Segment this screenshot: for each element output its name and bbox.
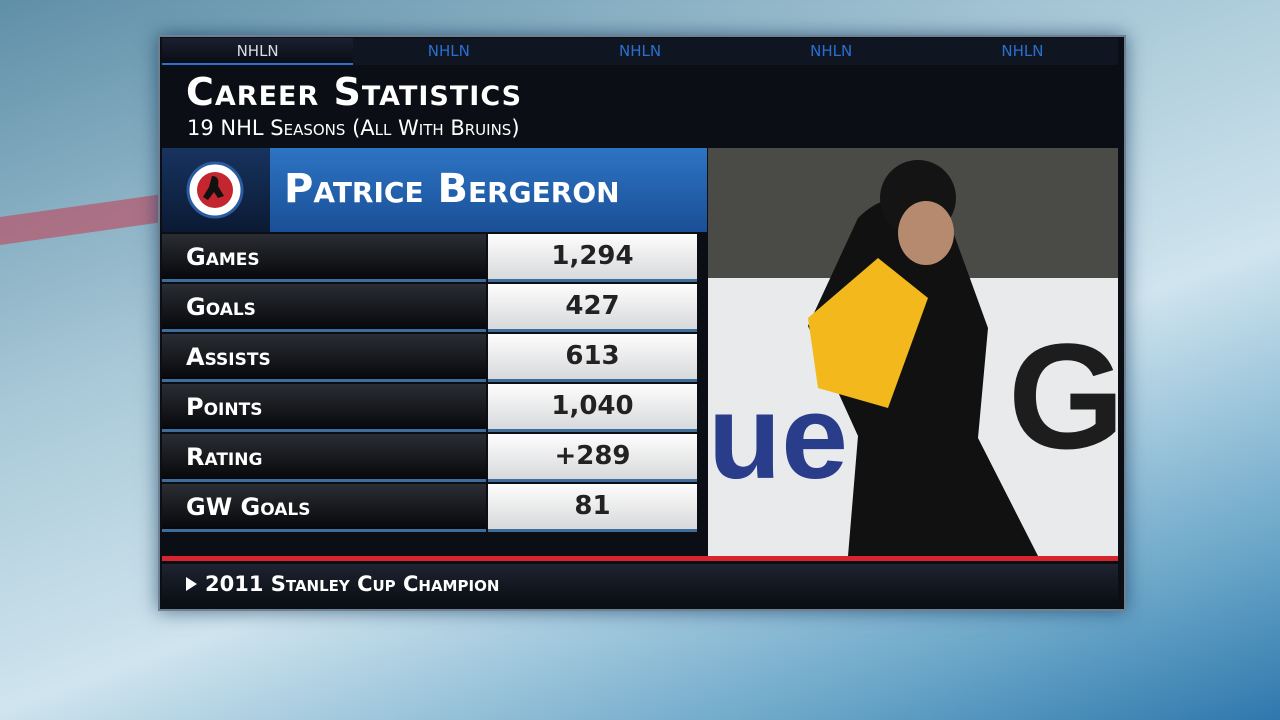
tab: NHLN <box>427 42 470 60</box>
stat-label-cell: GW Goals <box>162 484 486 532</box>
stat-value-cell: 1,040 <box>488 384 697 432</box>
stat-label-cell: Goals <box>162 284 486 332</box>
bullet-arrow <box>186 577 197 591</box>
subtitle: 19 NHL Seasons (All With Bruins) <box>187 116 520 140</box>
stat-label-cell: Games <box>162 234 486 282</box>
tab-bar: NHLN NHLN NHLN NHLN NHLN <box>162 38 1118 65</box>
title: Career Statistics <box>186 70 523 114</box>
stat-value-cell: 613 <box>488 334 697 382</box>
stat-label: Rating <box>186 443 263 471</box>
stat-label-cell: Points <box>162 384 486 432</box>
stat-value: 1,040 <box>551 391 634 421</box>
tab: NHLN <box>1001 42 1044 60</box>
stat-label: Goals <box>186 293 256 321</box>
tab: NHLN <box>618 42 662 60</box>
name-box <box>270 148 707 232</box>
stat-label: Points <box>186 393 263 421</box>
stat-value: 613 <box>565 341 620 371</box>
stat-value-cell: 427 <box>488 284 697 332</box>
rink-line <box>0 193 170 245</box>
stat-value-cell: 81 <box>488 484 697 532</box>
tab: NHLN <box>810 42 853 60</box>
hof-logo <box>186 161 244 219</box>
stat-label: GW Goals <box>186 493 311 521</box>
svg-text:ue: ue <box>708 370 848 504</box>
svg-text:G: G <box>1008 312 1118 480</box>
stat-label: Games <box>186 243 260 271</box>
logo-box <box>162 148 270 232</box>
tab: NHLN <box>162 38 354 65</box>
player-photo: ue G <box>708 148 1118 556</box>
stat-label-cell: Assists <box>162 334 486 382</box>
stat-value: 1,294 <box>551 241 634 271</box>
stat-value-cell: 1,294 <box>488 234 697 282</box>
footer-bar <box>162 564 1118 604</box>
stat-label-cell: Rating <box>162 434 486 482</box>
stat-value: 81 <box>574 491 611 521</box>
footer-note: 2011 Stanley Cup Champion <box>205 572 500 596</box>
stat-value: +289 <box>554 441 631 471</box>
stat-value-cell: +289 <box>488 434 697 482</box>
red-line <box>162 556 1118 561</box>
player-name: Patrice Bergeron <box>284 166 620 212</box>
stat-value: 427 <box>565 291 620 321</box>
stat-label: Assists <box>186 343 271 371</box>
